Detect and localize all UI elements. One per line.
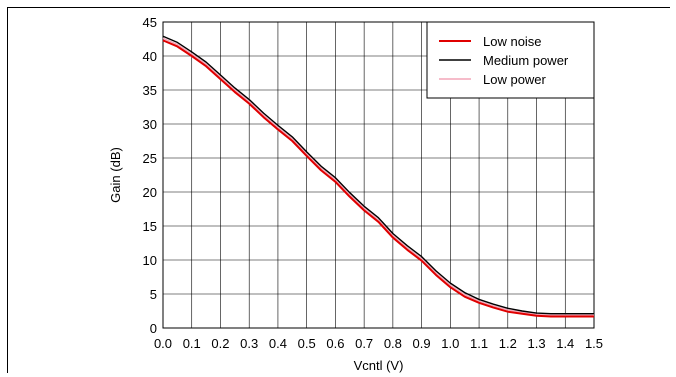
series-line-low-noise [162,39,594,318]
y-tick-label: 10 [143,253,157,268]
x-tick-label: 0.1 [183,336,201,351]
series-line-medium-power [162,35,594,315]
x-axis-ticks: 0.0 0.1 0.2 0.3 0.4 0.5 0.6 0.7 0.8 0.9 1.0 1.1 1.2 1… [154,336,603,351]
x-tick-label: 0.9 [413,336,431,351]
plot-area [162,21,595,329]
x-tick-label: 0.3 [240,336,258,351]
x-tick-label: 0.8 [384,336,402,351]
x-tick-label: 1.3 [527,336,545,351]
x-tick-label: 1.0 [441,336,459,351]
legend-label: Medium power [483,53,569,68]
y-tick-label: 35 [143,83,157,98]
y-tick-label: 20 [143,185,157,200]
y-tick-label: 40 [143,49,157,64]
y-tick-label: 25 [143,151,157,166]
y-axis-ticks: 0 5 10 15 20 25 30 35 40 45 [143,15,157,336]
y-tick-label: 30 [143,117,157,132]
series-lines [162,35,594,318]
x-tick-label: 1.5 [585,336,603,351]
legend: Low noise Medium power Low power [426,21,595,99]
series-line-low-power [162,37,594,316]
legend-label: Low noise [483,34,542,49]
x-axis-label: Vcntl (V) [354,358,404,373]
x-tick-label: 1.1 [470,336,488,351]
x-tick-label: 0.0 [154,336,172,351]
y-tick-label: 15 [143,219,157,234]
x-tick-label: 0.4 [269,336,287,351]
legend-label: Low power [483,72,547,87]
chart-frame [7,7,670,373]
y-tick-label: 5 [150,287,157,302]
x-tick-label: 1.4 [556,336,574,351]
y-axis-label: Gain (dB) [108,147,123,203]
x-tick-label: 1.2 [499,336,517,351]
x-tick-label: 0.2 [211,336,229,351]
x-tick-label: 0.7 [355,336,373,351]
y-tick-label: 45 [143,15,157,30]
x-tick-label: 0.6 [326,336,344,351]
y-tick-label: 0 [150,321,157,336]
x-tick-label: 0.5 [298,336,316,351]
